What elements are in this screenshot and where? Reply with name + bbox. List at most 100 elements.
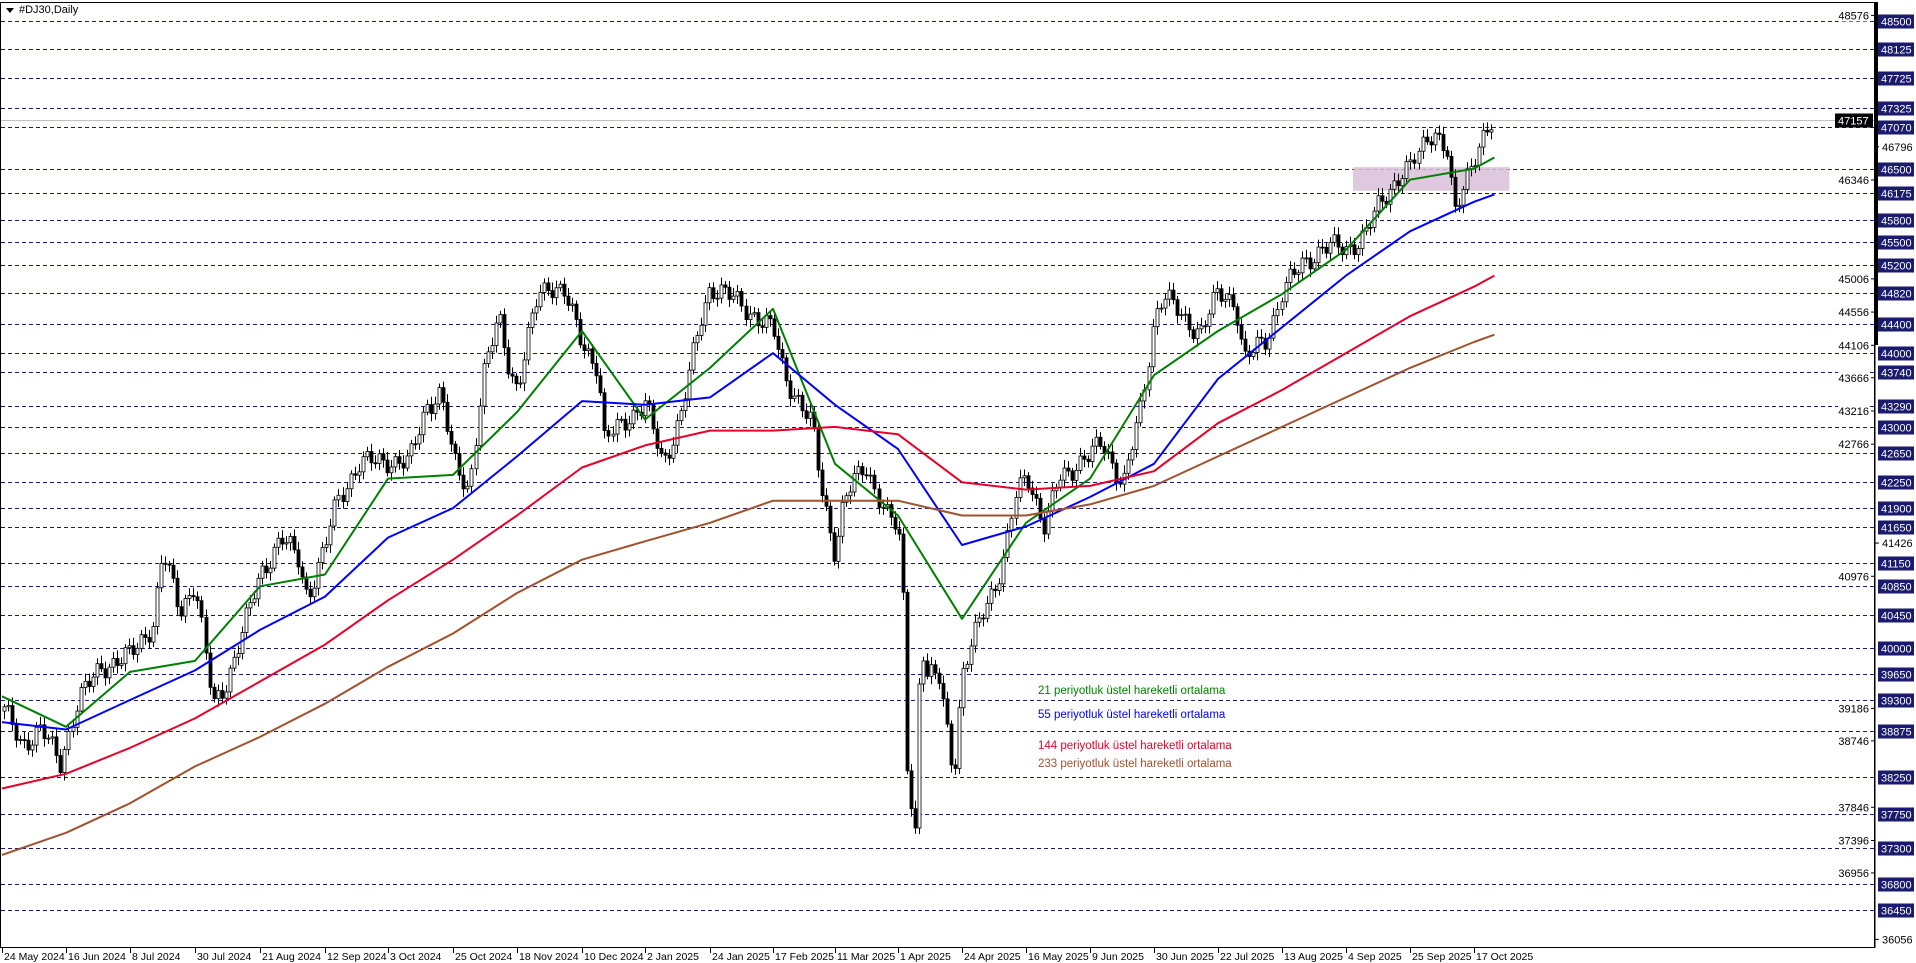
candle (502, 314, 507, 349)
level-label-box (1878, 475, 1914, 490)
candle (58, 755, 63, 773)
candle (369, 451, 374, 464)
candle (1296, 272, 1301, 275)
candle (582, 344, 587, 352)
candle (1223, 298, 1228, 302)
candle (1324, 246, 1329, 254)
plot-border (0, 2, 1875, 948)
candle (1183, 313, 1188, 316)
price-tick-label-bg (1838, 306, 1870, 319)
price-axis[interactable]: 48500 48125 47725 47325 47070 46500 46175 45800… (1835, 2, 1914, 948)
level-label: 45500 (1881, 238, 1912, 250)
candle (1163, 298, 1168, 309)
candle (296, 549, 301, 568)
candle (1151, 326, 1156, 368)
level-label-box (1878, 770, 1914, 785)
candle (66, 730, 71, 750)
price-tick-label-bg (1838, 272, 1870, 285)
candle (461, 474, 466, 490)
current-price-box (1835, 113, 1873, 128)
candle (393, 456, 398, 468)
candle (417, 434, 422, 445)
candle (542, 282, 547, 293)
candle (554, 287, 559, 299)
candle (711, 287, 716, 299)
candle (973, 621, 978, 647)
candle (167, 563, 172, 566)
candle (1243, 338, 1248, 352)
price-tick-label-bg (1838, 371, 1870, 384)
candle (276, 537, 281, 548)
price-tick-label-bg (1838, 9, 1870, 22)
candle (1005, 530, 1010, 558)
candle (784, 357, 789, 382)
ema-line-21 (1, 156, 1495, 728)
candle (1376, 195, 1381, 212)
candle (731, 295, 736, 300)
candle (957, 707, 962, 769)
candle (425, 404, 430, 413)
candle (328, 525, 333, 546)
candle (236, 653, 241, 658)
candle (840, 501, 845, 537)
time-tick-label: 11 Mar 2025 (837, 951, 895, 963)
candle (320, 547, 325, 563)
candle (961, 667, 966, 709)
candles (2, 122, 1494, 835)
candle (570, 303, 575, 306)
candle (1147, 366, 1152, 391)
candle (401, 462, 406, 469)
chart-title[interactable]: #DJ30,Daily (6, 4, 78, 16)
candle (1332, 234, 1337, 243)
time-tick-label: 30 Jul 2024 (197, 951, 251, 963)
candle (953, 764, 958, 769)
price-tick-label: 43666 (1838, 373, 1869, 385)
candle (191, 595, 196, 598)
candle (115, 658, 120, 666)
candle (663, 452, 668, 456)
level-label: 44820 (1881, 289, 1912, 301)
candle (820, 469, 825, 497)
candle (1352, 244, 1357, 256)
candle (1259, 336, 1264, 339)
candle (1320, 246, 1325, 249)
candle (1421, 136, 1426, 152)
triangle-down-icon[interactable] (6, 7, 14, 13)
candle (341, 494, 346, 502)
candle (1009, 517, 1014, 531)
candle (179, 606, 184, 617)
candle (1288, 268, 1293, 283)
candle (135, 647, 140, 655)
candle (445, 401, 450, 432)
candle (1018, 477, 1023, 498)
level-label-box (1878, 641, 1914, 656)
level-label: 36800 (1881, 880, 1912, 892)
legend-item: 144 periyotluk üstel hareketli ortalama (1038, 740, 1232, 752)
candle (1207, 313, 1212, 327)
candle (1155, 308, 1160, 328)
level-label-box (1878, 317, 1914, 332)
candle (989, 588, 994, 604)
candle (453, 443, 458, 454)
support-resistance-zone (1353, 167, 1510, 191)
candle (631, 409, 636, 425)
level-label-box (1878, 42, 1914, 57)
candle (478, 405, 483, 447)
candle (1380, 195, 1385, 202)
candle (1336, 234, 1341, 248)
level-label: 42650 (1881, 449, 1912, 461)
time-axis[interactable]: 24 May 2024 16 Jun 2024 8 Jul 2024 30 Jul 2… (2, 948, 1534, 963)
time-tick-label: 25 Sep 2025 (1412, 951, 1472, 963)
level-label-box (1878, 903, 1914, 918)
price-tick-label-bg (1838, 404, 1870, 417)
level-label-box (1878, 807, 1914, 822)
candle (6, 705, 11, 708)
candle (1086, 458, 1091, 463)
candle (486, 351, 491, 365)
time-tick-label: 9 Jun 2025 (1092, 951, 1144, 963)
candle (83, 680, 88, 688)
candle (816, 427, 821, 471)
level-label-box (1878, 101, 1914, 116)
candle (30, 744, 35, 751)
